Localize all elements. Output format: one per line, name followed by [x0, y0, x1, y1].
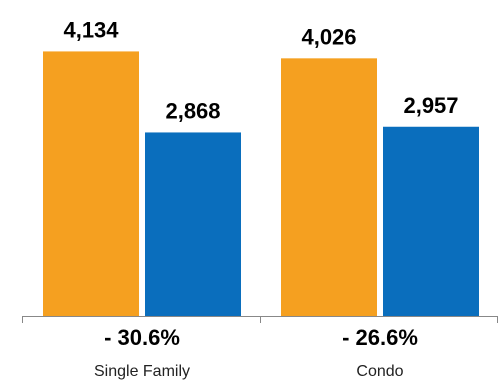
- value-label: 2,868: [165, 98, 220, 123]
- change-labels-group: - 30.6% - 26.6%: [104, 325, 418, 350]
- value-labels-group: 4,134 2,868 4,026 2,957: [63, 17, 458, 123]
- bar-single-family-series-1: [43, 51, 139, 316]
- change-label: - 30.6%: [104, 325, 180, 350]
- category-label: Single Family: [94, 363, 190, 380]
- value-label: 2,957: [403, 93, 458, 118]
- value-label: 4,134: [63, 17, 119, 42]
- category-label: Condo: [356, 363, 403, 380]
- bars-group: [43, 51, 479, 316]
- change-label: - 26.6%: [342, 325, 418, 350]
- bar-single-family-series-2: [145, 132, 241, 316]
- x-axis-ticks: [22, 316, 498, 323]
- bar-condo-series-2: [383, 126, 479, 316]
- value-label: 4,026: [301, 24, 356, 49]
- category-labels-group: Single Family Condo: [94, 363, 404, 380]
- bar-condo-series-1: [281, 58, 377, 316]
